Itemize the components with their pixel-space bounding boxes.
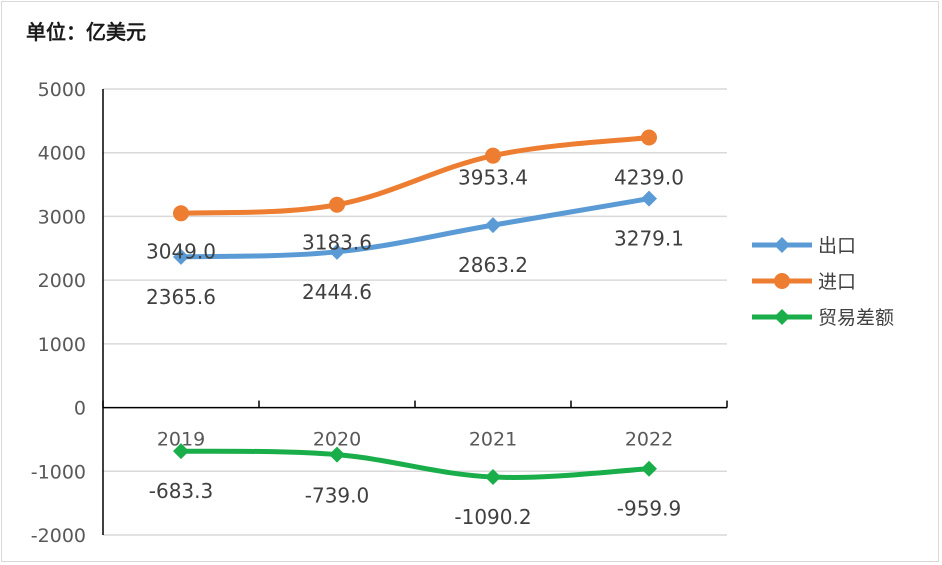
data-label: 4239.0 bbox=[614, 165, 684, 189]
data-point bbox=[329, 446, 345, 463]
y-tick-label: 5000 bbox=[38, 79, 86, 101]
y-tick-label: 3000 bbox=[38, 206, 86, 228]
x-tick-label: 2020 bbox=[313, 429, 361, 451]
legend-marker bbox=[774, 273, 790, 289]
x-tick-label: 2019 bbox=[157, 429, 205, 451]
data-label: 2863.2 bbox=[458, 253, 528, 277]
y-tick-label: 0 bbox=[74, 398, 86, 420]
legend-label: 进口 bbox=[818, 271, 856, 293]
data-point bbox=[329, 243, 345, 260]
data-label: -959.9 bbox=[617, 497, 681, 521]
x-tick-label: 2021 bbox=[469, 429, 517, 451]
series-group bbox=[173, 129, 657, 486]
data-labels: 2365.6 2444.6 2863.2 3279.1 3049.0 3183.6 3953… bbox=[146, 165, 684, 529]
data-point bbox=[485, 147, 501, 164]
data-point bbox=[329, 196, 345, 213]
y-tick-labels: 5000 4000 3000 2000 1000 0 -1000 -2000 bbox=[31, 79, 86, 547]
data-point bbox=[485, 469, 501, 486]
y-tick-label: 4000 bbox=[38, 143, 86, 165]
data-label: 3953.4 bbox=[458, 166, 528, 190]
data-label: -1090.2 bbox=[454, 505, 531, 529]
legend-marker bbox=[774, 237, 790, 253]
legend-label: 出口 bbox=[818, 235, 856, 257]
data-point bbox=[173, 443, 189, 460]
data-point bbox=[173, 248, 189, 265]
y-tick-label: 2000 bbox=[38, 270, 86, 292]
legend-label: 贸易差额 bbox=[818, 307, 894, 329]
y-tick-label: 1000 bbox=[38, 334, 86, 356]
legend-marker bbox=[774, 309, 790, 325]
data-label: 3279.1 bbox=[614, 227, 684, 251]
y-tick-label: -1000 bbox=[31, 461, 86, 483]
data-point bbox=[641, 129, 657, 146]
unit-label: 单位：亿美元 bbox=[26, 20, 146, 44]
data-label: 2365.6 bbox=[146, 285, 216, 309]
series-line-1 bbox=[178, 196, 652, 260]
data-label: 3049.0 bbox=[146, 239, 216, 263]
series-line-3 bbox=[178, 448, 652, 480]
series-line-2 bbox=[178, 134, 652, 216]
data-label: 2444.6 bbox=[302, 280, 372, 304]
x-tick-label: 2022 bbox=[625, 429, 673, 451]
x-tick-labels: 2019 2020 2021 2022 bbox=[157, 429, 673, 451]
y-tick-label: -2000 bbox=[31, 525, 86, 547]
data-point bbox=[641, 190, 657, 207]
axes bbox=[102, 89, 728, 535]
data-label: -683.3 bbox=[149, 479, 213, 503]
data-label: 3183.6 bbox=[302, 231, 372, 255]
data-point bbox=[173, 205, 189, 222]
data-point bbox=[485, 217, 501, 234]
data-point bbox=[641, 460, 657, 477]
data-label: -739.0 bbox=[305, 484, 369, 508]
